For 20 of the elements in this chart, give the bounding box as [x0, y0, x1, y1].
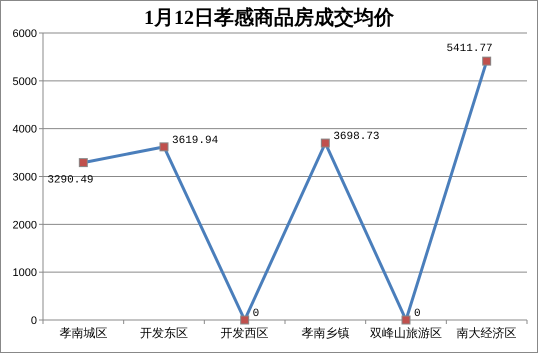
x-tick-label: 开发东区: [140, 326, 188, 340]
y-tick-label: 6000: [12, 28, 37, 40]
y-tick-label: 0: [30, 315, 37, 327]
y-tick-label: 2000: [12, 219, 37, 232]
chart-title: 1月12日孝感商品房成交均价: [144, 6, 395, 29]
data-label: 0: [414, 308, 421, 320]
x-tick-label: 南大经济区: [456, 326, 517, 340]
data-label: 3619.94: [172, 134, 219, 147]
x-tick-label: 开发西区: [220, 326, 269, 340]
y-tick-label: 3000: [12, 172, 37, 184]
y-tick-label: 1000: [12, 267, 37, 280]
data-label: 3698.73: [333, 131, 380, 144]
x-tick-label: 孝南城区: [59, 326, 108, 340]
y-tick-label: 4000: [12, 124, 37, 136]
data-label: 0: [252, 308, 260, 320]
x-tick-label: 孝南乡镇: [301, 326, 350, 340]
y-tick-label: 5000: [12, 76, 37, 88]
x-tick-label: 双峰山旅游区: [370, 326, 442, 340]
data-label: 3290.49: [47, 174, 94, 187]
data-label: 5411.77: [446, 43, 493, 56]
